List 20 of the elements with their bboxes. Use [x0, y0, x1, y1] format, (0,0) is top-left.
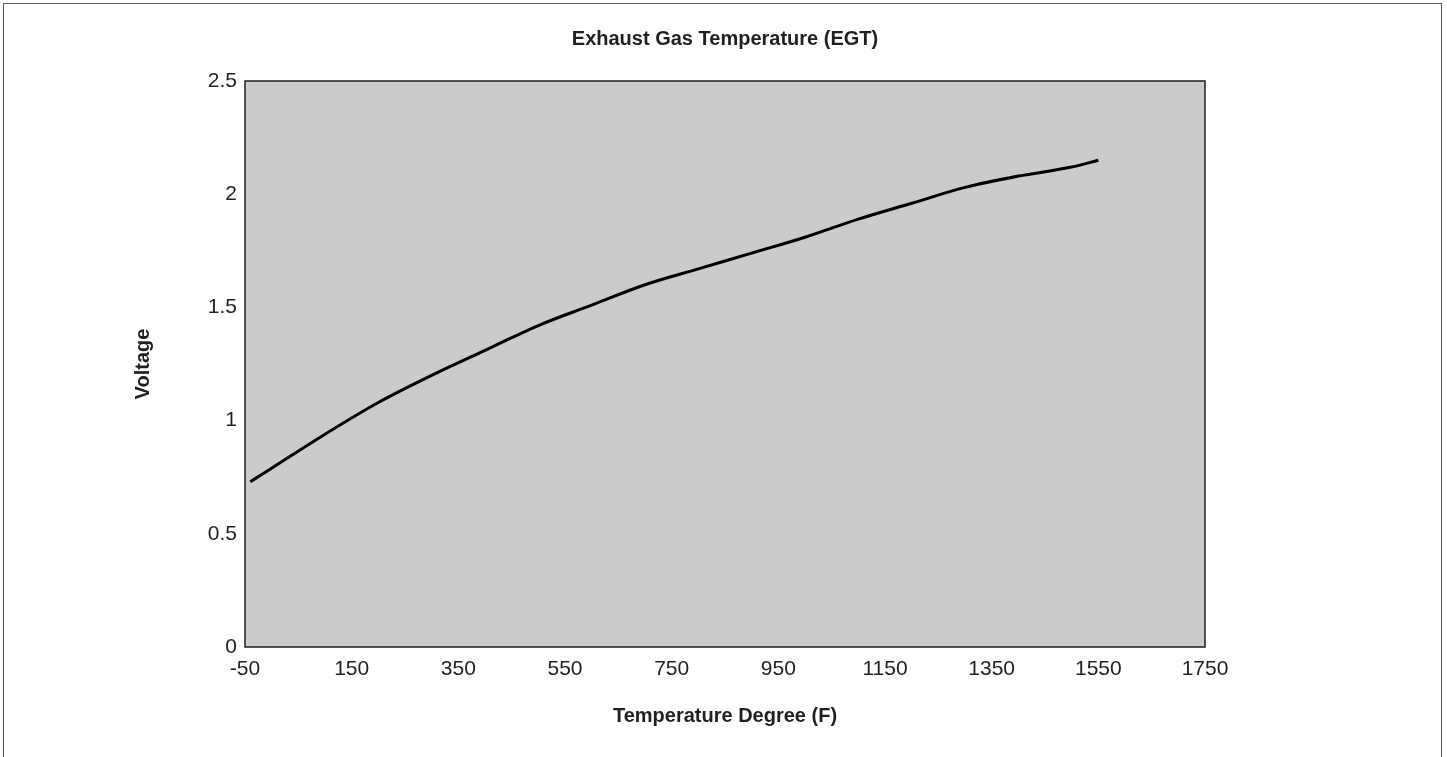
y-tick-label: 2.5 — [207, 67, 237, 91]
y-tick-label: 0.5 — [207, 520, 237, 544]
x-tick-label: 150 — [334, 656, 370, 680]
chart-title: Exhaust Gas Temperature (EGT) — [571, 26, 879, 49]
line-series — [248, 158, 1100, 484]
y-axis-title: Voltage — [130, 328, 153, 400]
x-axis-title: Temperature Degree (F) — [612, 703, 838, 726]
y-tick-label: 1 — [225, 407, 237, 431]
x-tick-label: 1750 — [1181, 656, 1229, 680]
x-tick-label: 750 — [654, 656, 690, 680]
x-tick-label: 1150 — [862, 656, 908, 680]
x-tick-label: -50 — [229, 656, 261, 680]
x-tick-label: 1550 — [1074, 656, 1122, 680]
y-tick-label: 1.5 — [207, 294, 237, 318]
x-tick-label: 350 — [440, 656, 476, 680]
x-tick-label: 1350 — [968, 656, 1016, 680]
x-tick-label: 550 — [547, 656, 583, 680]
x-tick-label: 950 — [760, 656, 796, 680]
y-tick-label: 2 — [225, 181, 237, 204]
y-tick-label: 0 — [225, 633, 237, 657]
